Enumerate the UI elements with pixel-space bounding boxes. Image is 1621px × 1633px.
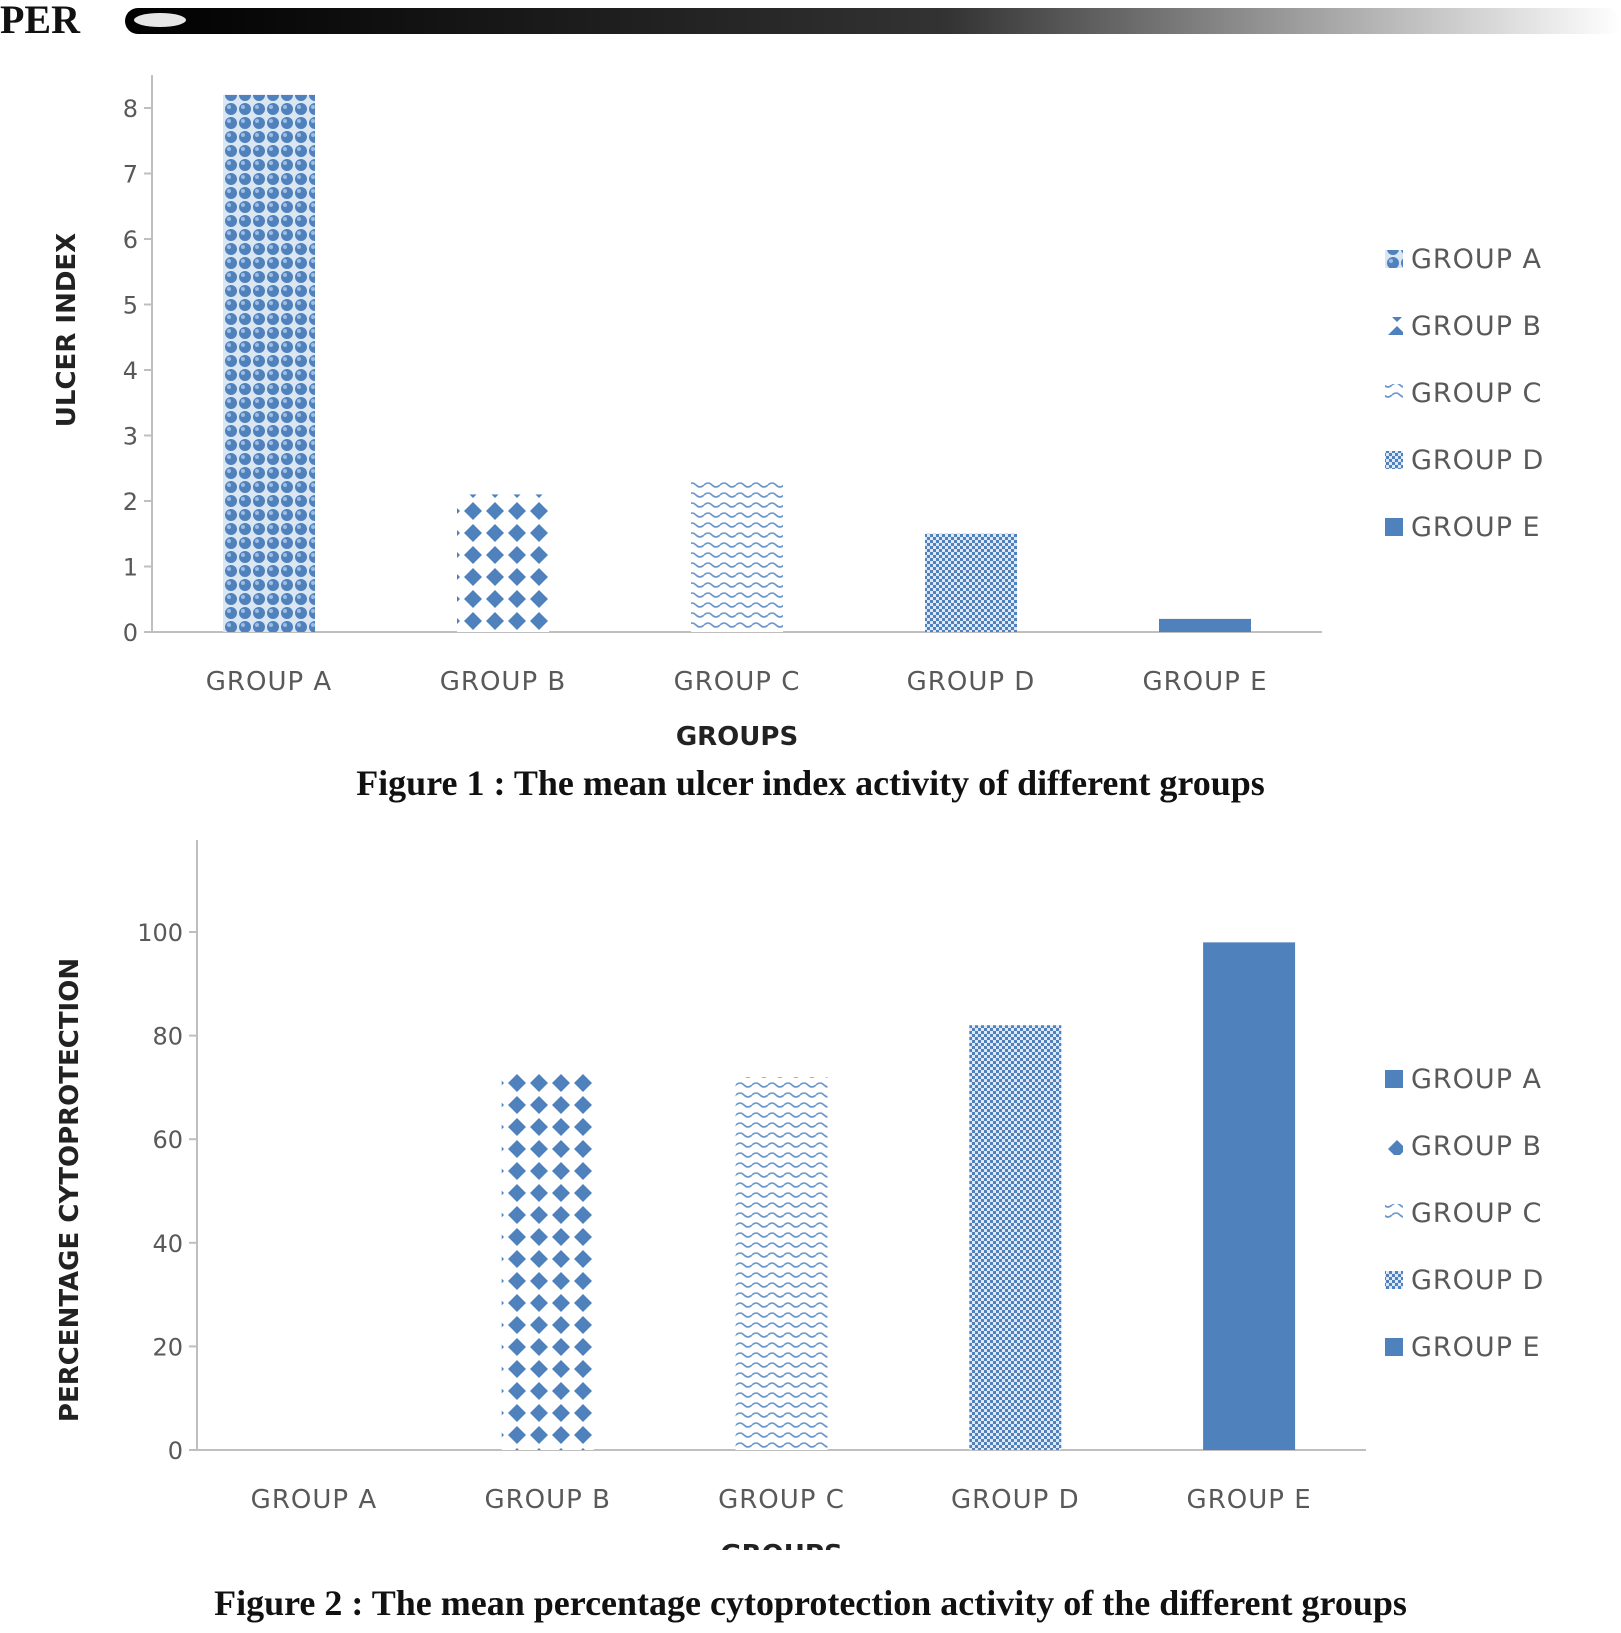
y-tick-label: 1 [123, 554, 138, 582]
legend-swatch [1385, 1338, 1403, 1356]
legend-label: GROUP D [1411, 1265, 1544, 1296]
plot-area: 0 20 40 60 80 100 GROUP A GROUP B GROUP C GROUP D… [55, 840, 1366, 1550]
legend-swatch [1385, 384, 1403, 402]
bar [1159, 618, 1251, 632]
cytoprotection-chart: 0 20 40 60 80 100 GROUP A GROUP B GROUP C GROUP D… [55, 840, 1544, 1550]
legend-swatch [1385, 317, 1403, 335]
x-category-label: GROUP C [718, 1485, 845, 1515]
y-tick-label: 8 [123, 95, 138, 123]
legend-swatch [1385, 1137, 1403, 1155]
legend-swatch [1385, 518, 1403, 536]
header-gradient-bar [125, 8, 1621, 34]
legend-label: GROUP D [1411, 445, 1544, 476]
figure-1-caption: Figure 1 : The mean ulcer index activity… [356, 763, 1265, 803]
x-category-label: GROUP A [206, 667, 332, 697]
legend-swatch [1385, 451, 1403, 469]
legend-label: GROUP E [1411, 512, 1541, 543]
legend-label: GROUP A [1411, 1064, 1542, 1095]
x-axis-title: GROUPS [676, 722, 798, 752]
y-tick-label: 0 [123, 619, 138, 647]
legend-swatch [1385, 250, 1403, 268]
legend-label: GROUP B [1411, 1131, 1542, 1162]
plot-area: 0 1 2 3 4 5 6 7 8 GROUP A GROUP B GROUP C GROUP D GRO… [52, 75, 1322, 752]
y-tick-label: 2 [123, 488, 138, 516]
x-category-label: GROUP D [907, 667, 1036, 697]
y-tick-label: 60 [152, 1126, 183, 1154]
y-tick-label: 0 [168, 1437, 183, 1465]
legend-label: GROUP A [1411, 244, 1542, 275]
y-tick-label: 4 [123, 357, 138, 385]
header-bar [125, 8, 1621, 34]
x-category-label: GROUP B [484, 1485, 611, 1515]
y-tick-label: 40 [152, 1230, 183, 1258]
bar [969, 1025, 1062, 1450]
y-tick-label: 7 [123, 161, 138, 189]
bar [457, 494, 549, 632]
legend-swatch [1385, 1070, 1403, 1088]
x-category-label: GROUP E [1187, 1485, 1312, 1515]
legend-label: GROUP C [1411, 1198, 1542, 1229]
y-axis-title: ULCER INDEX [52, 233, 82, 427]
legend-label: GROUP B [1411, 311, 1542, 342]
legend: GROUP A GROUP B GROUP C GROUP D GROUP E [1385, 1064, 1544, 1363]
y-tick-label: 80 [152, 1023, 183, 1051]
x-category-label: GROUP B [440, 667, 567, 697]
figure-2-caption: Figure 2 : The mean percentage cytoprote… [214, 1583, 1407, 1623]
bar [1203, 942, 1296, 1450]
x-category-label: GROUP A [251, 1485, 377, 1515]
y-tick-label: 6 [123, 226, 138, 254]
legend-swatch [1385, 1271, 1403, 1289]
x-category-label: GROUP C [674, 667, 801, 697]
legend-label: GROUP E [1411, 1332, 1541, 1363]
y-axis-title: PERCENTAGE CYTOPROTECTION [55, 958, 85, 1422]
y-tick-label: 100 [137, 919, 183, 947]
bar [735, 1077, 828, 1450]
y-tick-label: 5 [123, 292, 138, 320]
bar [691, 481, 783, 632]
x-axis-title: GROUPS [720, 1540, 842, 1550]
bar [501, 1071, 594, 1450]
bar [223, 94, 315, 632]
legend-swatch [1385, 1204, 1403, 1222]
x-category-label: GROUP D [951, 1485, 1080, 1515]
y-tick-label: 3 [123, 423, 138, 451]
header-label: PER [0, 0, 80, 42]
x-category-label: GROUP E [1142, 667, 1267, 697]
header-highlight [134, 13, 186, 27]
y-tick-label: 20 [152, 1333, 183, 1361]
legend-label: GROUP C [1411, 378, 1542, 409]
bar [925, 533, 1017, 632]
legend: GROUP A GROUP B GROUP C GROUP D GROUP E [1385, 244, 1544, 543]
